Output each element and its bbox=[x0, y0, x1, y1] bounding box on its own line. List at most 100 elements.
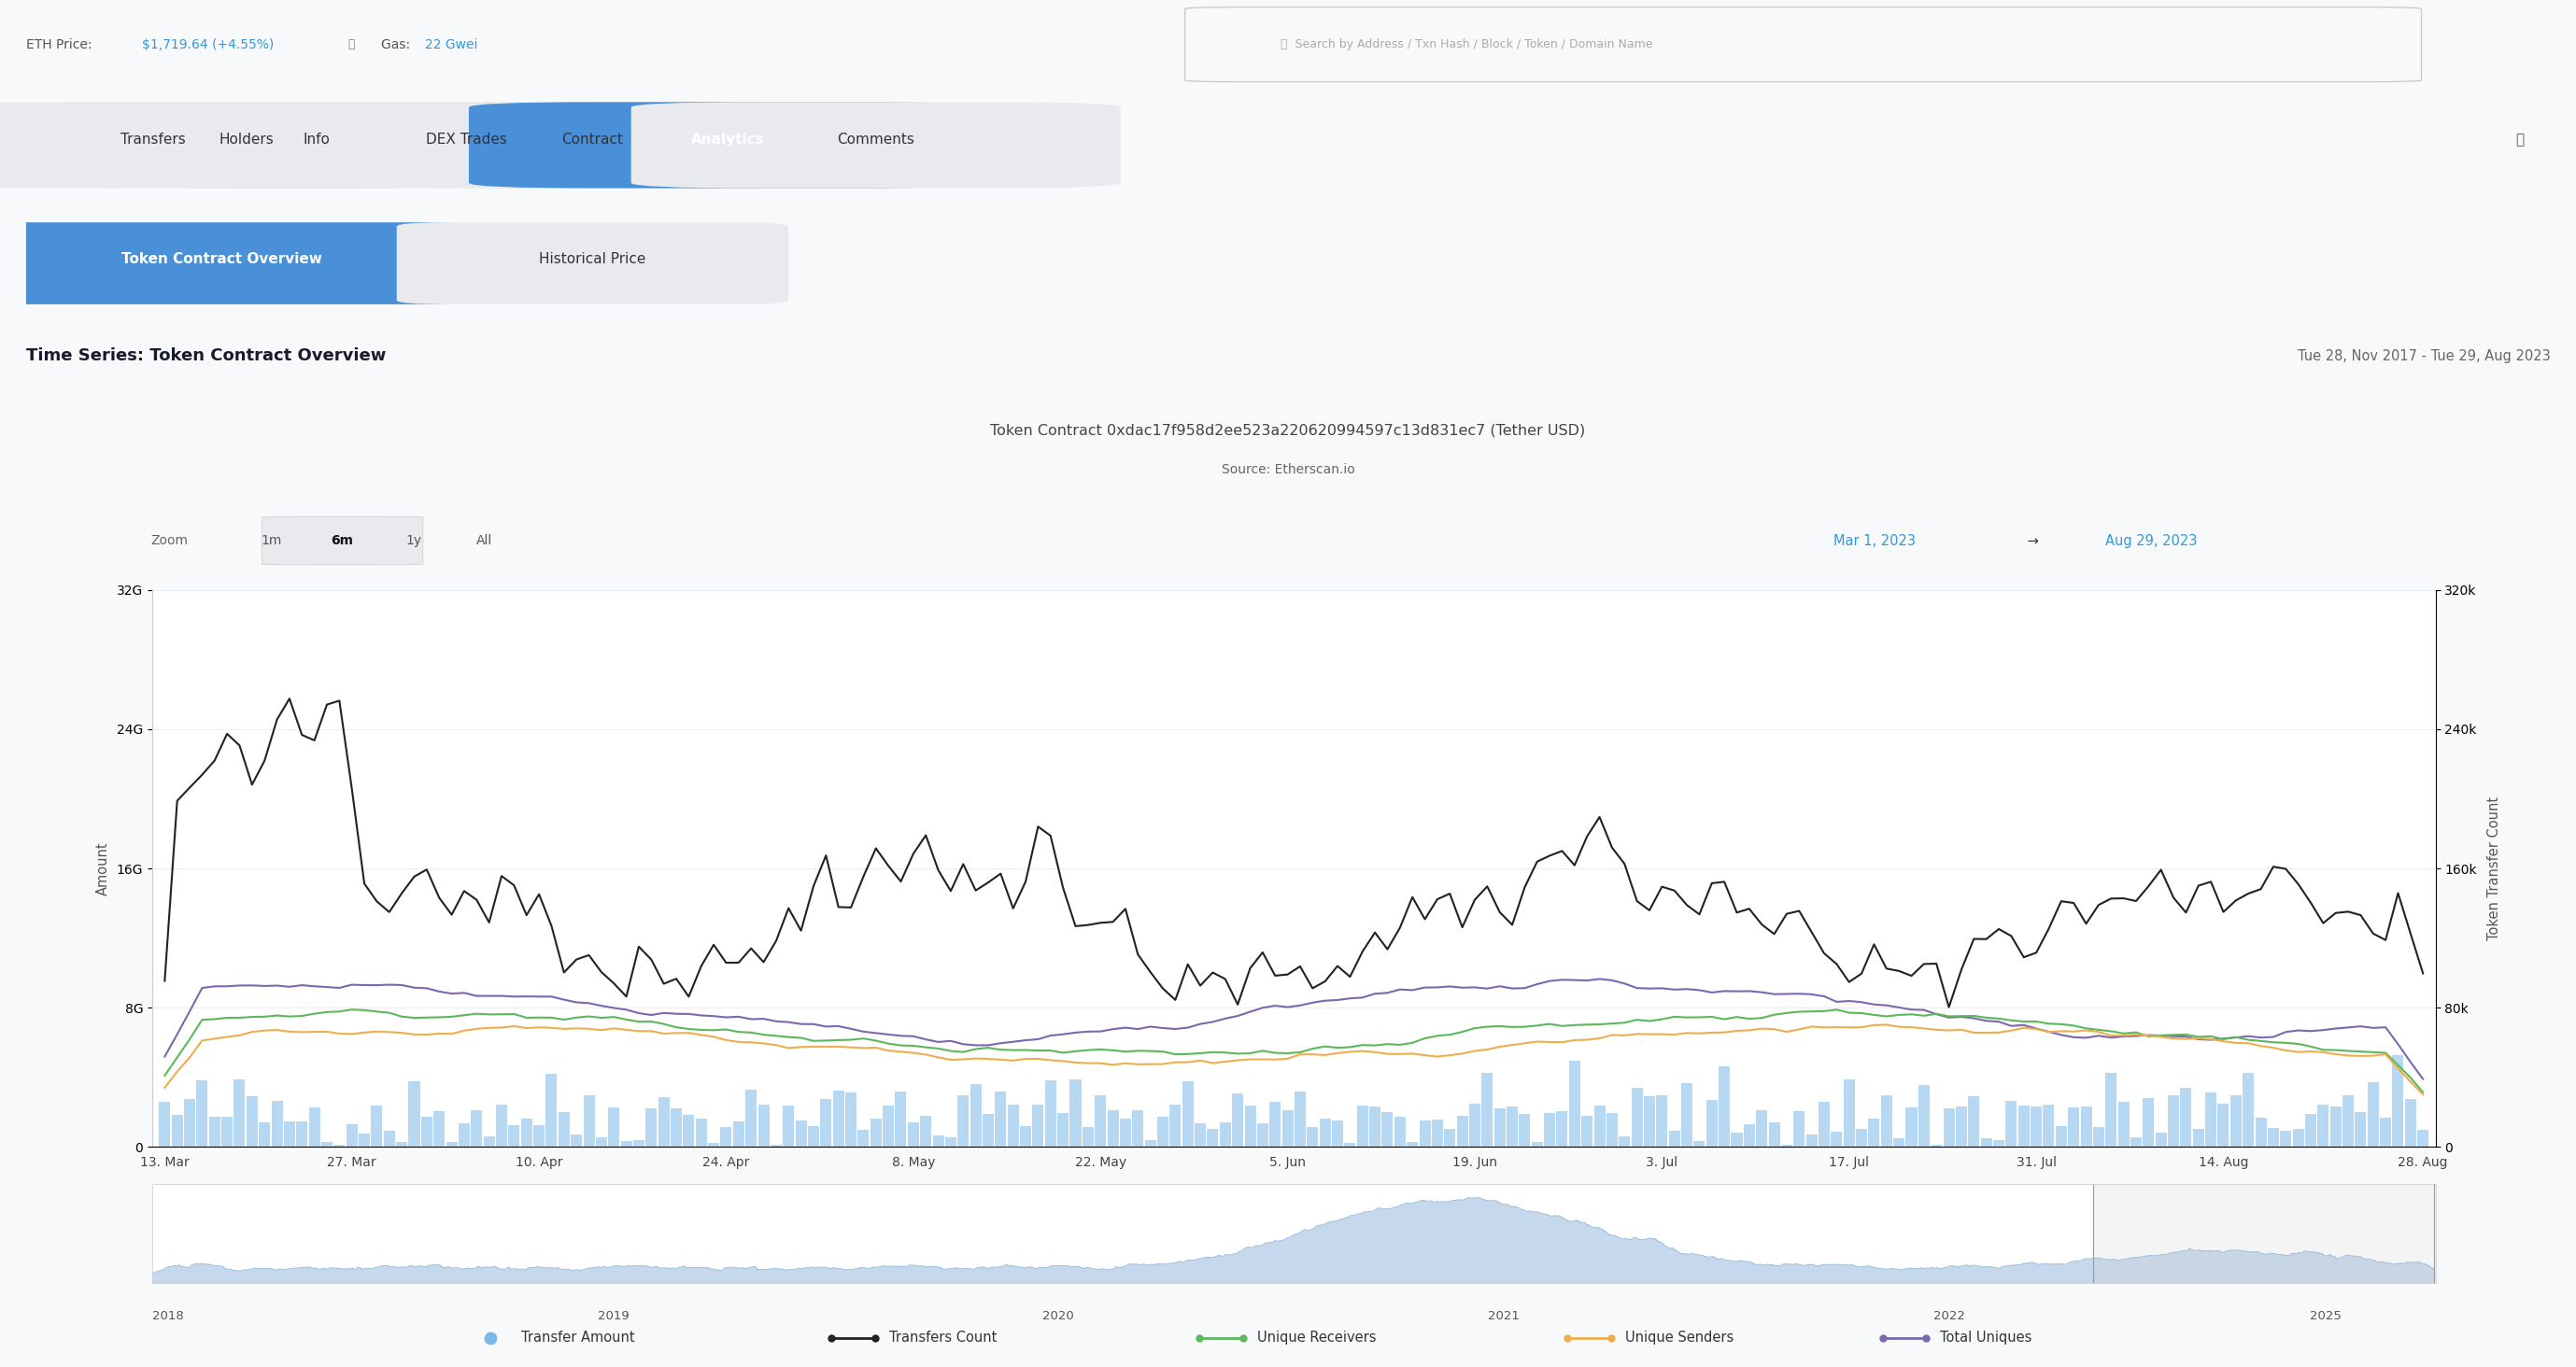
Bar bbox=[2205, 1092, 2215, 1147]
Bar bbox=[1981, 1137, 1991, 1147]
Bar bbox=[1682, 1083, 1692, 1147]
Bar bbox=[283, 1122, 296, 1147]
Bar bbox=[1468, 1103, 1481, 1147]
Bar bbox=[1218, 1122, 1231, 1147]
Text: 2019: 2019 bbox=[598, 1311, 629, 1322]
Bar bbox=[1121, 1118, 1131, 1147]
Bar bbox=[1381, 1111, 1394, 1147]
Bar bbox=[446, 1141, 459, 1147]
Bar bbox=[1133, 1110, 1144, 1147]
Bar bbox=[757, 1105, 770, 1147]
Bar bbox=[1394, 1117, 1406, 1147]
Bar bbox=[1007, 1105, 1018, 1147]
Bar bbox=[559, 1113, 569, 1147]
FancyBboxPatch shape bbox=[263, 517, 422, 565]
Bar bbox=[1942, 1109, 1955, 1147]
Bar bbox=[2056, 1126, 2066, 1147]
Bar bbox=[1296, 1092, 1306, 1147]
Bar bbox=[1582, 1117, 1592, 1147]
Bar bbox=[2117, 1102, 2130, 1147]
Bar bbox=[1370, 1107, 1381, 1147]
Bar bbox=[2169, 1096, 2179, 1147]
Text: Info: Info bbox=[304, 133, 330, 146]
Bar bbox=[1033, 1105, 1043, 1147]
Text: 1y: 1y bbox=[404, 534, 422, 547]
Bar bbox=[1618, 1136, 1631, 1147]
FancyBboxPatch shape bbox=[0, 223, 469, 305]
Bar bbox=[322, 1141, 332, 1147]
Bar bbox=[420, 1117, 433, 1147]
Text: Zoom: Zoom bbox=[149, 534, 188, 547]
Bar bbox=[2105, 1073, 2117, 1147]
Bar bbox=[858, 1129, 868, 1147]
Bar bbox=[2156, 1132, 2166, 1147]
Bar bbox=[2267, 1128, 2280, 1147]
Text: Total Uniques: Total Uniques bbox=[1940, 1330, 2032, 1345]
Bar bbox=[744, 1089, 757, 1147]
Bar bbox=[819, 1099, 832, 1147]
Bar bbox=[2143, 1099, 2154, 1147]
Text: Transfers: Transfers bbox=[121, 133, 185, 146]
Bar bbox=[1257, 1124, 1267, 1147]
Bar bbox=[1543, 1113, 1556, 1147]
Text: Transfers Count: Transfers Count bbox=[889, 1330, 997, 1345]
FancyBboxPatch shape bbox=[348, 103, 837, 189]
Bar bbox=[1306, 1126, 1319, 1147]
Bar bbox=[183, 1099, 196, 1147]
Bar bbox=[2231, 1095, 2241, 1147]
Text: 2022: 2022 bbox=[1932, 1311, 1965, 1322]
Bar bbox=[1770, 1122, 1780, 1147]
Bar bbox=[884, 1106, 894, 1147]
Bar bbox=[1195, 1122, 1206, 1147]
Bar bbox=[2069, 1107, 2079, 1147]
FancyBboxPatch shape bbox=[397, 223, 788, 305]
Bar bbox=[608, 1107, 618, 1147]
Bar bbox=[1432, 1120, 1443, 1147]
Bar bbox=[196, 1080, 209, 1147]
Bar bbox=[770, 1146, 781, 1147]
Text: Tue 28, Nov 2017 - Tue 29, Aug 2023: Tue 28, Nov 2017 - Tue 29, Aug 2023 bbox=[2298, 349, 2550, 362]
Bar bbox=[1893, 1137, 1904, 1147]
Text: 2021: 2021 bbox=[1489, 1311, 1520, 1322]
Bar bbox=[1244, 1106, 1257, 1147]
Bar bbox=[1170, 1105, 1180, 1147]
Text: Mar 1, 2023: Mar 1, 2023 bbox=[1834, 533, 1917, 548]
Text: Token Contract Overview: Token Contract Overview bbox=[121, 253, 322, 267]
Bar bbox=[1607, 1113, 1618, 1147]
Bar bbox=[484, 1136, 495, 1147]
Bar bbox=[1994, 1140, 2004, 1147]
Bar bbox=[2367, 1081, 2378, 1147]
Bar bbox=[1705, 1100, 1718, 1147]
Bar bbox=[497, 1105, 507, 1147]
Y-axis label: Amount: Amount bbox=[95, 842, 111, 895]
Bar bbox=[796, 1120, 806, 1147]
Bar bbox=[1744, 1124, 1754, 1147]
Bar bbox=[2007, 1102, 2017, 1147]
Bar bbox=[2130, 1137, 2141, 1147]
Bar bbox=[2179, 1088, 2192, 1147]
Bar bbox=[2406, 1099, 2416, 1147]
Bar bbox=[971, 1084, 981, 1147]
Bar bbox=[1481, 1073, 1494, 1147]
Bar bbox=[582, 1095, 595, 1147]
Bar bbox=[520, 1118, 533, 1147]
Bar bbox=[2342, 1095, 2354, 1147]
Bar bbox=[783, 1106, 793, 1147]
Bar bbox=[1231, 1094, 1244, 1147]
Bar bbox=[1656, 1095, 1667, 1147]
Bar bbox=[708, 1143, 719, 1147]
Text: 1m: 1m bbox=[260, 534, 281, 547]
Bar bbox=[507, 1125, 520, 1147]
Bar bbox=[2318, 1105, 2329, 1147]
Bar bbox=[1069, 1080, 1082, 1147]
Bar bbox=[1718, 1066, 1731, 1147]
Bar bbox=[2192, 1129, 2205, 1147]
Bar bbox=[2293, 1129, 2303, 1147]
Text: 6m: 6m bbox=[332, 534, 353, 547]
Bar bbox=[1569, 1061, 1579, 1147]
Bar bbox=[647, 1109, 657, 1147]
Bar bbox=[1345, 1143, 1355, 1147]
Y-axis label: Token Transfer Count: Token Transfer Count bbox=[2488, 797, 2501, 940]
Bar bbox=[1283, 1110, 1293, 1147]
Bar bbox=[920, 1115, 933, 1147]
